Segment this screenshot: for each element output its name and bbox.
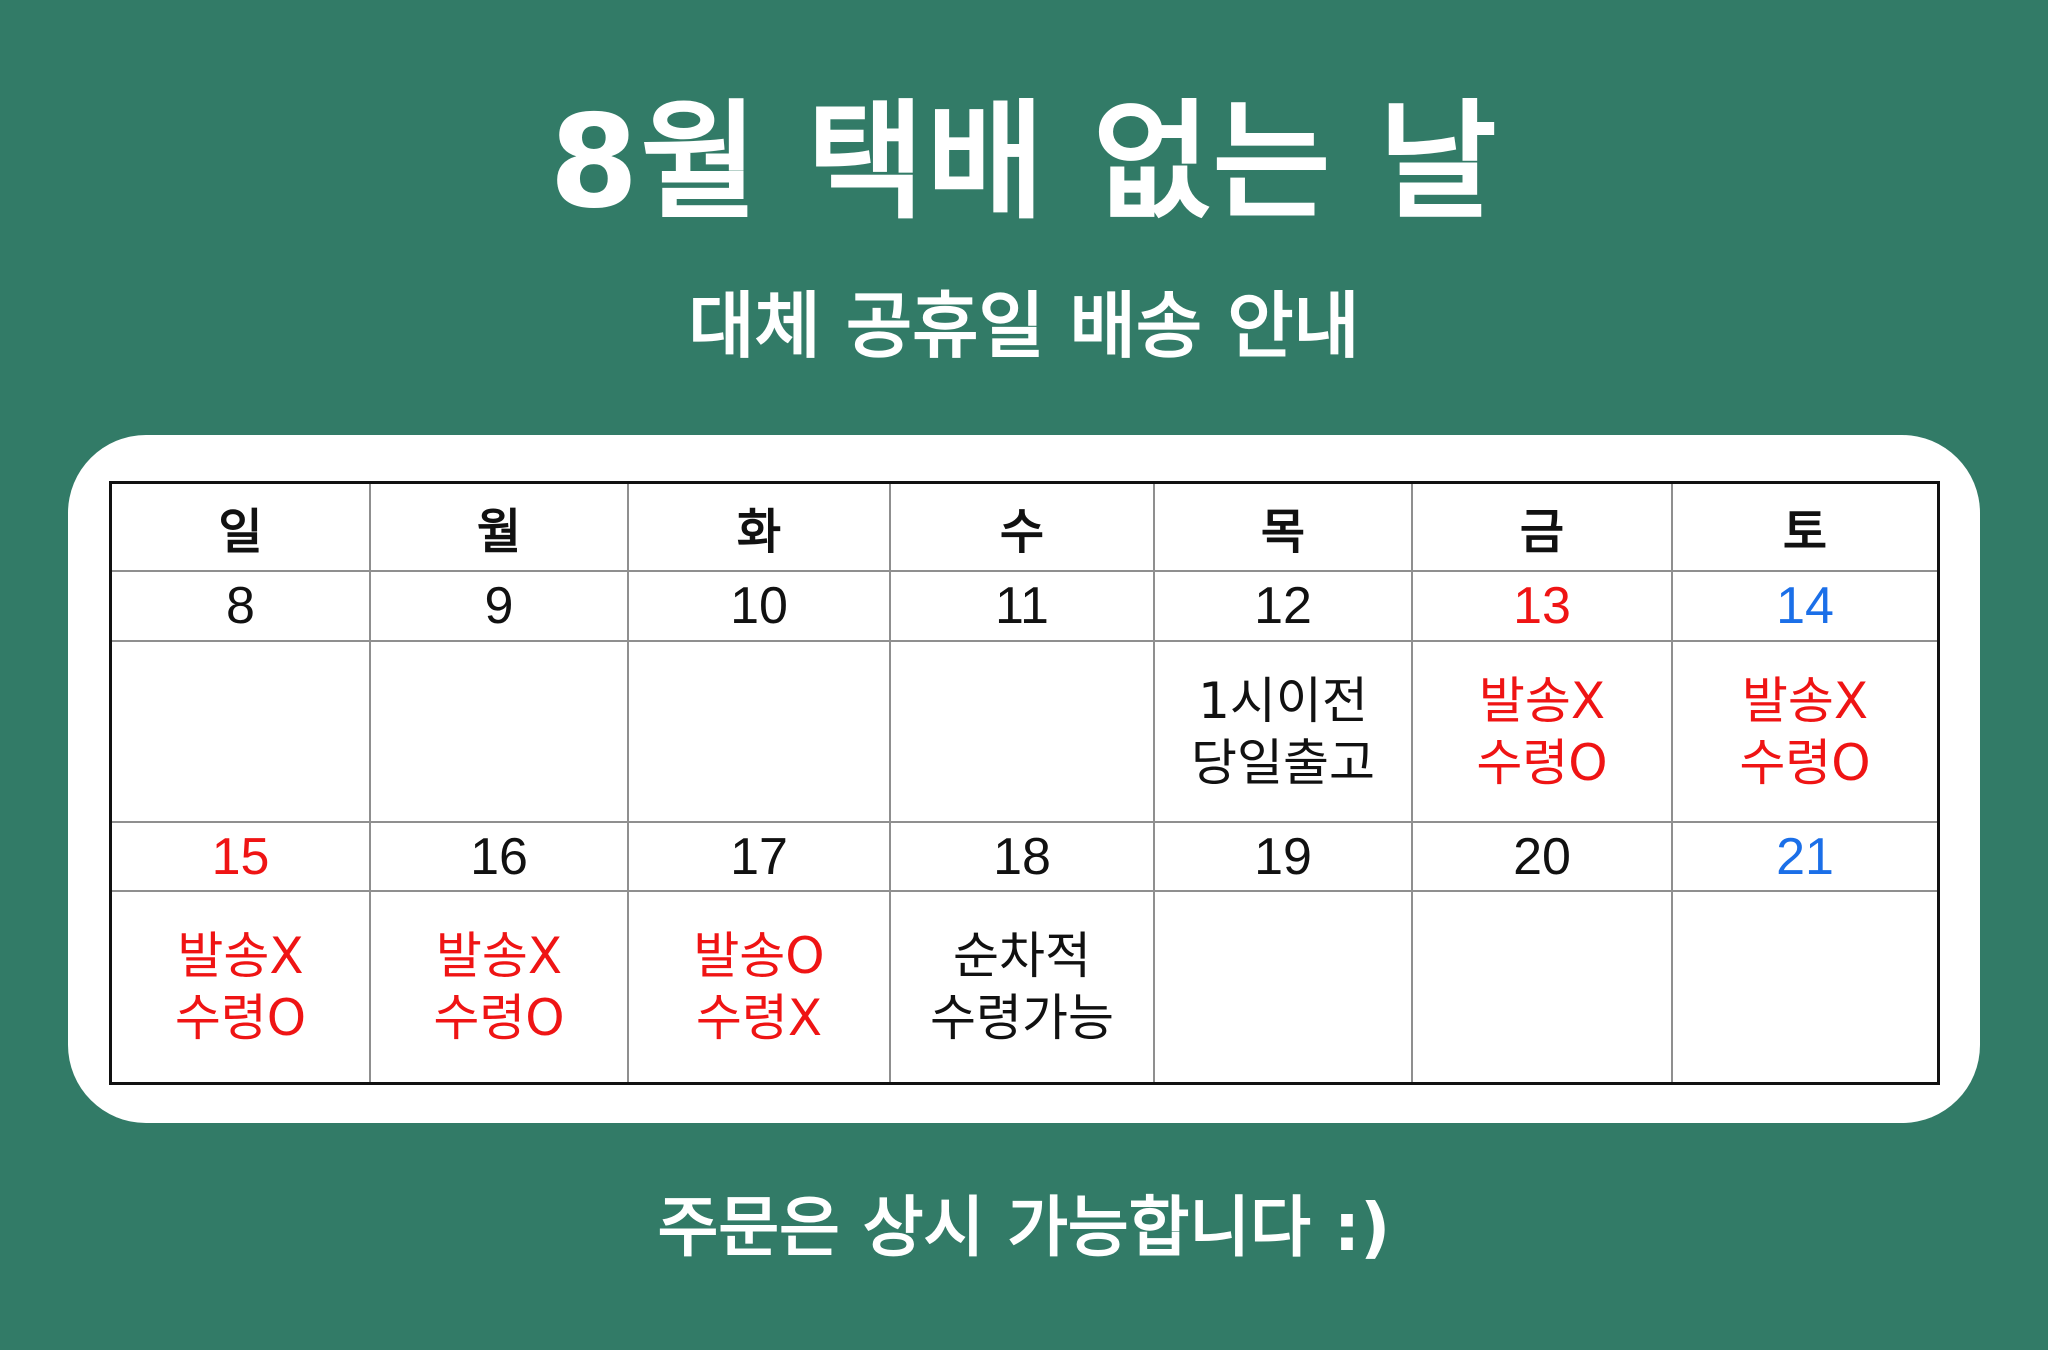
date-10: 10 [629,572,891,642]
date-15: 15 [112,823,371,892]
note-14: 발송X 수령O [1673,642,1937,823]
note-line-1: 발송X [1478,671,1606,730]
date-13: 13 [1413,572,1673,642]
note-line-2: 수령O [1739,733,1871,792]
note-10 [629,642,891,823]
date-18: 18 [891,823,1155,892]
note-18: 순차적 수령가능 [891,892,1155,1082]
date-12: 12 [1155,572,1413,642]
note-8 [112,642,371,823]
note-13: 발송X 수령O [1413,642,1673,823]
note-line-2: 수령X [695,989,823,1047]
page-title: 8월 택배 없는 날 [549,88,1499,237]
note-line-1: 발송X [1741,671,1869,730]
note-line-1: 발송O [693,927,825,985]
weekday-friday: 금 [1413,484,1673,572]
note-21 [1673,892,1937,1082]
weekday-thursday: 목 [1155,484,1413,572]
date-14: 14 [1673,572,1937,642]
date-19: 19 [1155,823,1413,892]
note-19 [1155,892,1413,1082]
note-line-1: 1시이전 [1198,671,1368,730]
note-line-2: 수령O [174,989,307,1047]
weekday-tuesday: 화 [629,484,891,572]
note-15: 발송X 수령O [112,892,371,1082]
note-11 [891,642,1155,823]
note-12: 1시이전 당일출고 [1155,642,1413,823]
weekday-wednesday: 수 [891,484,1155,572]
note-16: 발송X 수령O [371,892,629,1082]
note-line-1: 순차적 [953,927,1091,985]
page-subtitle: 대체 공휴일 배송 안내 [688,284,1360,368]
date-20: 20 [1413,823,1673,892]
note-9 [371,642,629,823]
note-20 [1413,892,1673,1082]
calendar-grid: 일 월 화 수 목 금 토 8 9 10 11 12 13 14 1시이전 [109,481,1940,1085]
date-11: 11 [891,572,1155,642]
note-line-2: 당일출고 [1191,733,1375,792]
note-line-2: 수령가능 [930,989,1114,1047]
footer-message: 주문은 상시 가능합니다 :) [657,1189,1391,1266]
weekday-saturday: 토 [1673,484,1937,572]
date-9: 9 [371,572,629,642]
weekday-sunday: 일 [112,484,371,572]
note-line-1: 발송X [435,927,563,985]
weekday-monday: 월 [371,484,629,572]
date-8: 8 [112,572,371,642]
note-17: 발송O 수령X [629,892,891,1082]
note-line-2: 수령O [1476,733,1608,792]
date-21: 21 [1673,823,1937,892]
note-line-2: 수령O [433,989,565,1047]
date-17: 17 [629,823,891,892]
note-line-1: 발송X [177,927,304,985]
date-16: 16 [371,823,629,892]
